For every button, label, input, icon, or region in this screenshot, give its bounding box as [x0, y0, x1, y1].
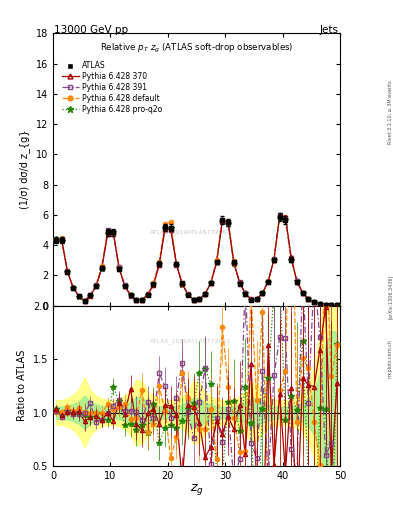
Text: [arXiv:1306.3436]: [arXiv:1306.3436]: [388, 275, 393, 319]
Text: mcplots.cern.ch: mcplots.cern.ch: [388, 339, 393, 378]
Y-axis label: (1/σ) dσ/d z_{g}: (1/σ) dσ/d z_{g}: [19, 130, 30, 209]
Text: Jets: Jets: [320, 25, 339, 35]
Text: Relative $p_T\ z_g$ (ATLAS soft-drop observables): Relative $p_T\ z_g$ (ATLAS soft-drop obs…: [100, 41, 293, 55]
Text: ATLAS_2019ATLAS772062: ATLAS_2019ATLAS772062: [150, 229, 231, 235]
X-axis label: $z_g$: $z_g$: [189, 482, 204, 497]
Y-axis label: Ratio to ATLAS: Ratio to ATLAS: [17, 350, 27, 421]
Text: Rivet 3.1.10, ≥ 3M events: Rivet 3.1.10, ≥ 3M events: [388, 81, 393, 144]
Legend: ATLAS, Pythia 6.428 370, Pythia 6.428 391, Pythia 6.428 default, Pythia 6.428 pr: ATLAS, Pythia 6.428 370, Pythia 6.428 39…: [60, 59, 164, 116]
Text: ATLAS_2019ATLAS772062: ATLAS_2019ATLAS772062: [150, 338, 231, 344]
Text: 13000 GeV pp: 13000 GeV pp: [54, 25, 129, 35]
